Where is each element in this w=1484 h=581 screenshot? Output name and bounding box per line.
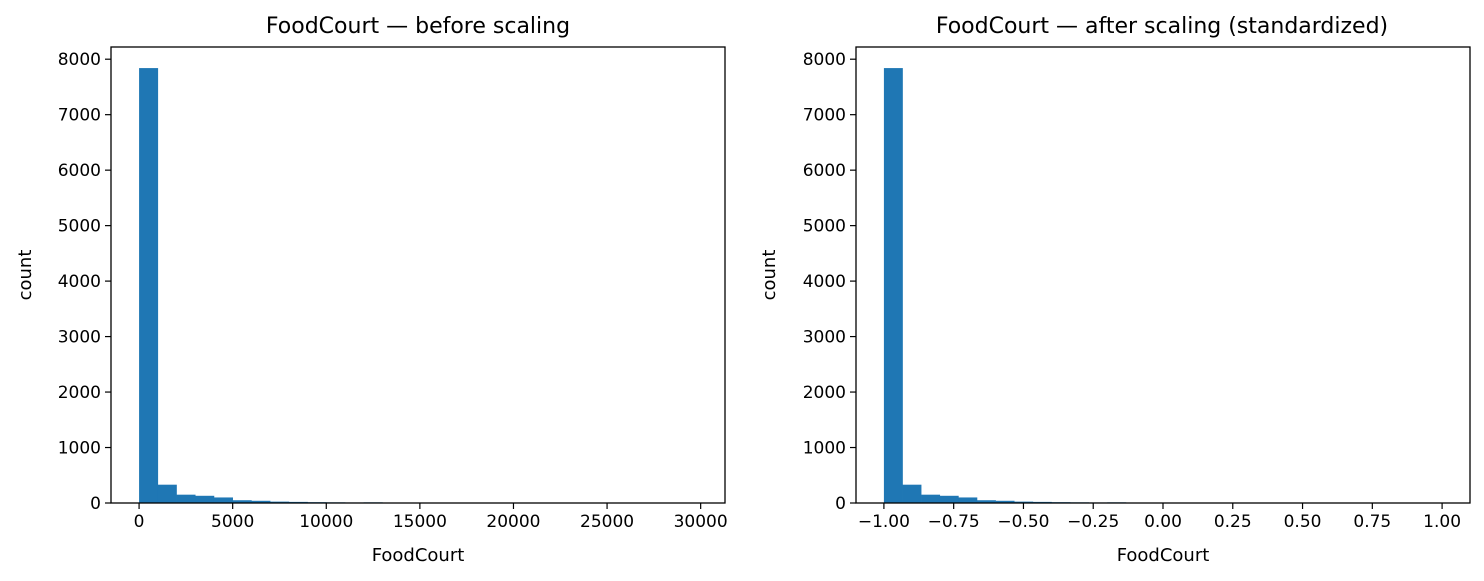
- histogram-bar: [921, 494, 941, 503]
- histogram-bars: [139, 68, 701, 503]
- y-tick-label: 2000: [58, 383, 101, 403]
- histogram-bars: [883, 68, 1443, 503]
- y-tick-label: 8000: [58, 50, 101, 70]
- chart-title: FoodCourt — before scaling: [266, 14, 570, 39]
- x-tick-label: 30000: [674, 512, 728, 532]
- x-tick-label: 0: [134, 512, 145, 532]
- y-tick-label: 0: [835, 494, 846, 514]
- x-tick-label: −0.75: [928, 512, 980, 532]
- histogram-bar: [1014, 501, 1034, 503]
- histogram-bar: [176, 494, 196, 503]
- y-tick-label: 3000: [58, 328, 101, 348]
- histogram-bar: [251, 500, 271, 503]
- y-tick-label: 2000: [803, 383, 846, 403]
- y-tick-label: 6000: [58, 161, 101, 181]
- x-tick-label: 0.75: [1353, 512, 1391, 532]
- y-axis-ticks: 0 1000 2000 3000 4000 5000 6000 7000 8000: [803, 50, 856, 514]
- x-tick-label: 25000: [580, 512, 634, 532]
- y-tick-label: 8000: [803, 50, 846, 70]
- x-tick-label: −0.50: [997, 512, 1049, 532]
- y-axis-label: count: [759, 250, 780, 301]
- chart-before-scaling: FoodCourt — before scaling 0 5000 10000 150…: [15, 14, 728, 566]
- y-axis-ticks: 0 1000 2000 3000 4000 5000 6000 7000 8000: [58, 50, 111, 514]
- x-tick-label: 0.50: [1284, 512, 1322, 532]
- y-tick-label: 4000: [803, 272, 846, 292]
- histogram-bar: [939, 495, 959, 503]
- histogram-bar: [883, 68, 903, 503]
- plot-frame: [855, 46, 1471, 504]
- y-axis-label: count: [15, 250, 36, 301]
- histogram-bar: [270, 501, 290, 503]
- y-tick-label: 7000: [803, 106, 846, 126]
- x-tick-label: 20000: [486, 512, 540, 532]
- x-axis-label: FoodCourt: [372, 545, 465, 566]
- histogram-bar: [195, 495, 215, 503]
- y-tick-label: 1000: [803, 439, 846, 459]
- plot-frame: [110, 46, 726, 504]
- y-tick-label: 5000: [803, 217, 846, 237]
- x-tick-label: 15000: [393, 512, 447, 532]
- y-tick-label: 4000: [58, 272, 101, 292]
- x-tick-label: 10000: [299, 512, 353, 532]
- histogram-bar: [902, 484, 922, 503]
- histogram-bar: [232, 500, 252, 503]
- y-tick-label: 6000: [803, 161, 846, 181]
- x-axis-ticks: −1.00 −0.75 −0.50 −0.25 0.00 0.25 0.50 0.75 1.00: [858, 503, 1461, 532]
- x-tick-label: 0.25: [1214, 512, 1252, 532]
- x-tick-label: −1.00: [858, 512, 910, 532]
- chart-after-scaling: FoodCourt — after scaling (standardized)…: [759, 14, 1471, 566]
- y-tick-label: 3000: [803, 328, 846, 348]
- y-tick-label: 5000: [58, 217, 101, 237]
- y-tick-label: 7000: [58, 106, 101, 126]
- chart-title: FoodCourt — after scaling (standardized): [936, 14, 1388, 39]
- x-tick-label: 5000: [211, 512, 254, 532]
- x-tick-label: 1.00: [1423, 512, 1461, 532]
- histogram-bar: [958, 497, 978, 503]
- histogram-bar: [976, 500, 996, 503]
- x-axis-label: FoodCourt: [1117, 545, 1210, 566]
- x-axis-ticks: 0 5000 10000 15000 20000 25000 30000: [134, 503, 728, 532]
- x-tick-label: 0.00: [1144, 512, 1182, 532]
- histogram-bar: [139, 68, 159, 503]
- x-tick-label: −0.25: [1067, 512, 1119, 532]
- y-tick-label: 1000: [58, 439, 101, 459]
- histogram-bar: [213, 497, 233, 503]
- y-tick-label: 0: [90, 494, 101, 514]
- histogram-bar: [995, 500, 1015, 503]
- histogram-bar: [157, 484, 177, 503]
